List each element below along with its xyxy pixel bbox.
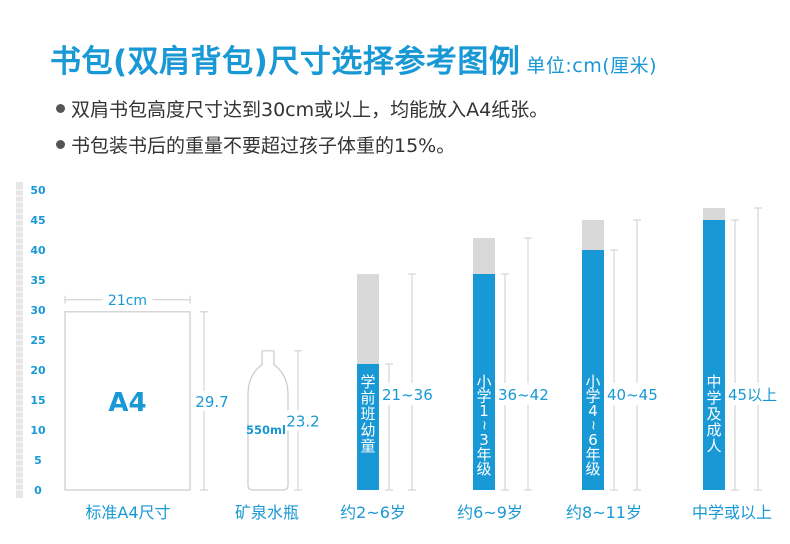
bar-text-char: 3 — [479, 431, 489, 449]
chart-title: 书包(双肩背包)尺寸选择参考图例 单位:cm(厘米) — [50, 36, 657, 81]
note-1: 双肩书包高度尺寸达到30cm或以上，均能放入A4纸张。 — [56, 95, 548, 122]
bar-range-upper — [703, 208, 725, 220]
range-label: 45以上 — [728, 386, 777, 404]
bar-text-char: 学 — [360, 373, 375, 391]
range-label-bg — [606, 383, 650, 405]
bar-text-char: 前 — [360, 389, 375, 407]
y-tick-label: 25 — [30, 334, 45, 347]
a4-label: A4 — [108, 388, 146, 418]
bar-text-char: 学 — [585, 388, 600, 406]
bar-text-char: 童 — [360, 437, 375, 455]
bottle-height-label-bg — [286, 410, 326, 431]
bar-text-char: 及 — [706, 405, 721, 423]
bar-text-char: 4 — [588, 402, 598, 420]
range-label-bg — [497, 383, 541, 405]
range-label-bg — [727, 383, 771, 405]
bar-text-char: 学 — [476, 388, 491, 406]
bottle-height-label: 23.2 — [286, 412, 319, 430]
a4-height-label-bg — [192, 390, 232, 411]
bar-range-lower — [473, 274, 495, 490]
x-category-label: 约2~6岁 — [340, 503, 406, 522]
y-tick-label: 40 — [30, 244, 46, 257]
range-label-bg — [381, 383, 425, 405]
x-category-label: 中学或以上 — [692, 503, 772, 522]
bar-range-upper — [357, 274, 379, 364]
bar-text-char: ~ — [477, 420, 492, 431]
bar-text-char: 人 — [706, 437, 721, 455]
bar-text-char: 学 — [706, 389, 721, 407]
y-tick-label: 30 — [30, 304, 46, 317]
bottle-volume-label: 550ml — [246, 423, 286, 437]
bar-text-char: 幼 — [360, 421, 375, 439]
y-tick-label: 45 — [30, 214, 45, 227]
bar-text-char: 年 — [585, 446, 600, 464]
y-tick-label: 0 — [34, 484, 42, 497]
chart-title-text: 书包(双肩背包)尺寸选择参考图例 — [50, 44, 521, 80]
bar-text-char: 级 — [585, 460, 600, 478]
bar-text-char: 小 — [585, 373, 600, 391]
bar-range-lower — [582, 250, 604, 490]
y-tick-label: 35 — [30, 274, 45, 287]
range-label: 21~36 — [382, 386, 433, 404]
a4-paper — [64, 311, 191, 491]
bar-text-char: ~ — [586, 420, 601, 431]
x-category-label: 约6~9岁 — [457, 503, 523, 522]
bar-text-char: 6 — [588, 431, 598, 449]
unit-label: 单位:cm(厘米) — [526, 55, 658, 77]
width-label-bg — [102, 289, 153, 310]
bar-text-char: 小 — [476, 373, 491, 391]
y-tick-label: 5 — [34, 454, 42, 467]
water-bottle — [247, 350, 289, 491]
bar-text-char: 中 — [706, 373, 721, 391]
bar-range-upper — [473, 238, 495, 274]
x-category-label: 矿泉水瓶 — [235, 503, 299, 522]
a4-height-label: 29.7 — [195, 393, 228, 411]
bar-text-char: 级 — [476, 460, 491, 478]
x-category-label: 标准A4尺寸 — [85, 503, 170, 522]
bar-range-lower — [357, 364, 379, 490]
y-tick-label: 10 — [30, 424, 46, 437]
bar-range-lower — [703, 220, 725, 490]
x-category-label: 约8~11岁 — [566, 503, 642, 522]
range-label: 40~45 — [607, 386, 658, 404]
bar-text-char: 班 — [360, 405, 375, 423]
bar-text-char: 年 — [476, 446, 491, 464]
bar-text-char: 1 — [479, 402, 489, 420]
note-1-text: 双肩书包高度尺寸达到30cm或以上，均能放入A4纸张。 — [71, 99, 549, 121]
note-2-text: 书包装书后的重量不要超过孩子体重的15%。 — [71, 135, 456, 157]
range-label: 36~42 — [498, 386, 549, 404]
y-tick-label: 20 — [30, 364, 46, 377]
y-tick-label: 50 — [30, 184, 46, 197]
y-tick-label: 15 — [30, 394, 45, 407]
bar-range-upper — [582, 220, 604, 250]
bar-text-char: 成 — [706, 421, 721, 439]
note-2: 书包装书后的重量不要超过孩子体重的15%。 — [56, 131, 455, 158]
a4-width-label: 21cm — [108, 293, 147, 309]
bullet-icon — [56, 140, 65, 149]
bullet-icon — [56, 104, 65, 113]
